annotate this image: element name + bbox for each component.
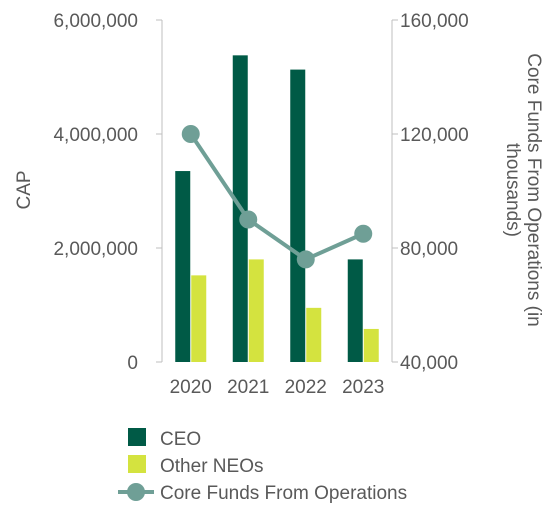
legend-other-neos-swatch — [128, 455, 146, 473]
legend-other-neos-label: Other NEOs — [160, 456, 263, 477]
right-tick-label: 120,000 — [400, 125, 469, 146]
bars — [175, 55, 379, 363]
right-tick-label: 160,000 — [400, 11, 469, 32]
left-tick-label: 2,000,000 — [53, 239, 138, 260]
left-tick-label: 6,000,000 — [53, 11, 138, 32]
right-axis-ticks: 40,000 80,000 120,000 160,000 — [392, 11, 469, 374]
y2-axis-title-line-1: Core Funds From Operations (in — [523, 53, 542, 327]
y2-axis-title-line-2: thousands) — [502, 143, 523, 237]
x-tick-label: 2022 — [285, 377, 327, 398]
left-axis-ticks: 0 2,000,000 4,000,000 6,000,000 — [53, 11, 162, 374]
bar-ceo-2020 — [175, 171, 191, 362]
legend-core-ffo-swatch-marker — [127, 483, 145, 501]
bar-other-neos-2023 — [363, 328, 379, 362]
legend-ceo-swatch — [128, 428, 146, 446]
legend-core-ffo-label: Core Funds From Operations — [160, 483, 407, 504]
point-core-ffo-2021 — [239, 210, 258, 229]
left-tick-label: 0 — [127, 353, 138, 374]
y-axis-title: CAP — [14, 170, 35, 209]
legend-ceo-label: CEO — [160, 429, 201, 450]
line-series — [181, 125, 373, 269]
right-tick-label: 80,000 — [400, 239, 458, 260]
point-core-ffo-2023 — [354, 224, 373, 243]
x-tick-label: 2020 — [170, 377, 212, 398]
x-axis-labels: 2020 2021 2022 2023 — [170, 377, 385, 398]
bar-ceo-2022 — [290, 69, 306, 362]
y2-axis-title: Core Funds From Operations (in — [523, 53, 542, 327]
bar-other-neos-2020 — [191, 275, 207, 362]
bar-other-neos-2021 — [248, 259, 264, 362]
y2-axis-title-line-2-wrap: thousands) — [502, 143, 523, 237]
line-core-ffo — [189, 132, 365, 262]
point-core-ffo-2020 — [181, 125, 200, 143]
x-tick-label: 2023 — [342, 377, 384, 398]
legend: CEO Other NEOs Core Funds From Operations — [118, 428, 407, 504]
bar-other-neos-2022 — [306, 307, 322, 362]
point-core-ffo-2022 — [296, 250, 315, 269]
left-tick-label: 4,000,000 — [53, 125, 138, 146]
bar-ceo-2023 — [347, 259, 363, 362]
right-tick-label: 40,000 — [400, 353, 458, 374]
x-tick-label: 2021 — [227, 377, 269, 398]
